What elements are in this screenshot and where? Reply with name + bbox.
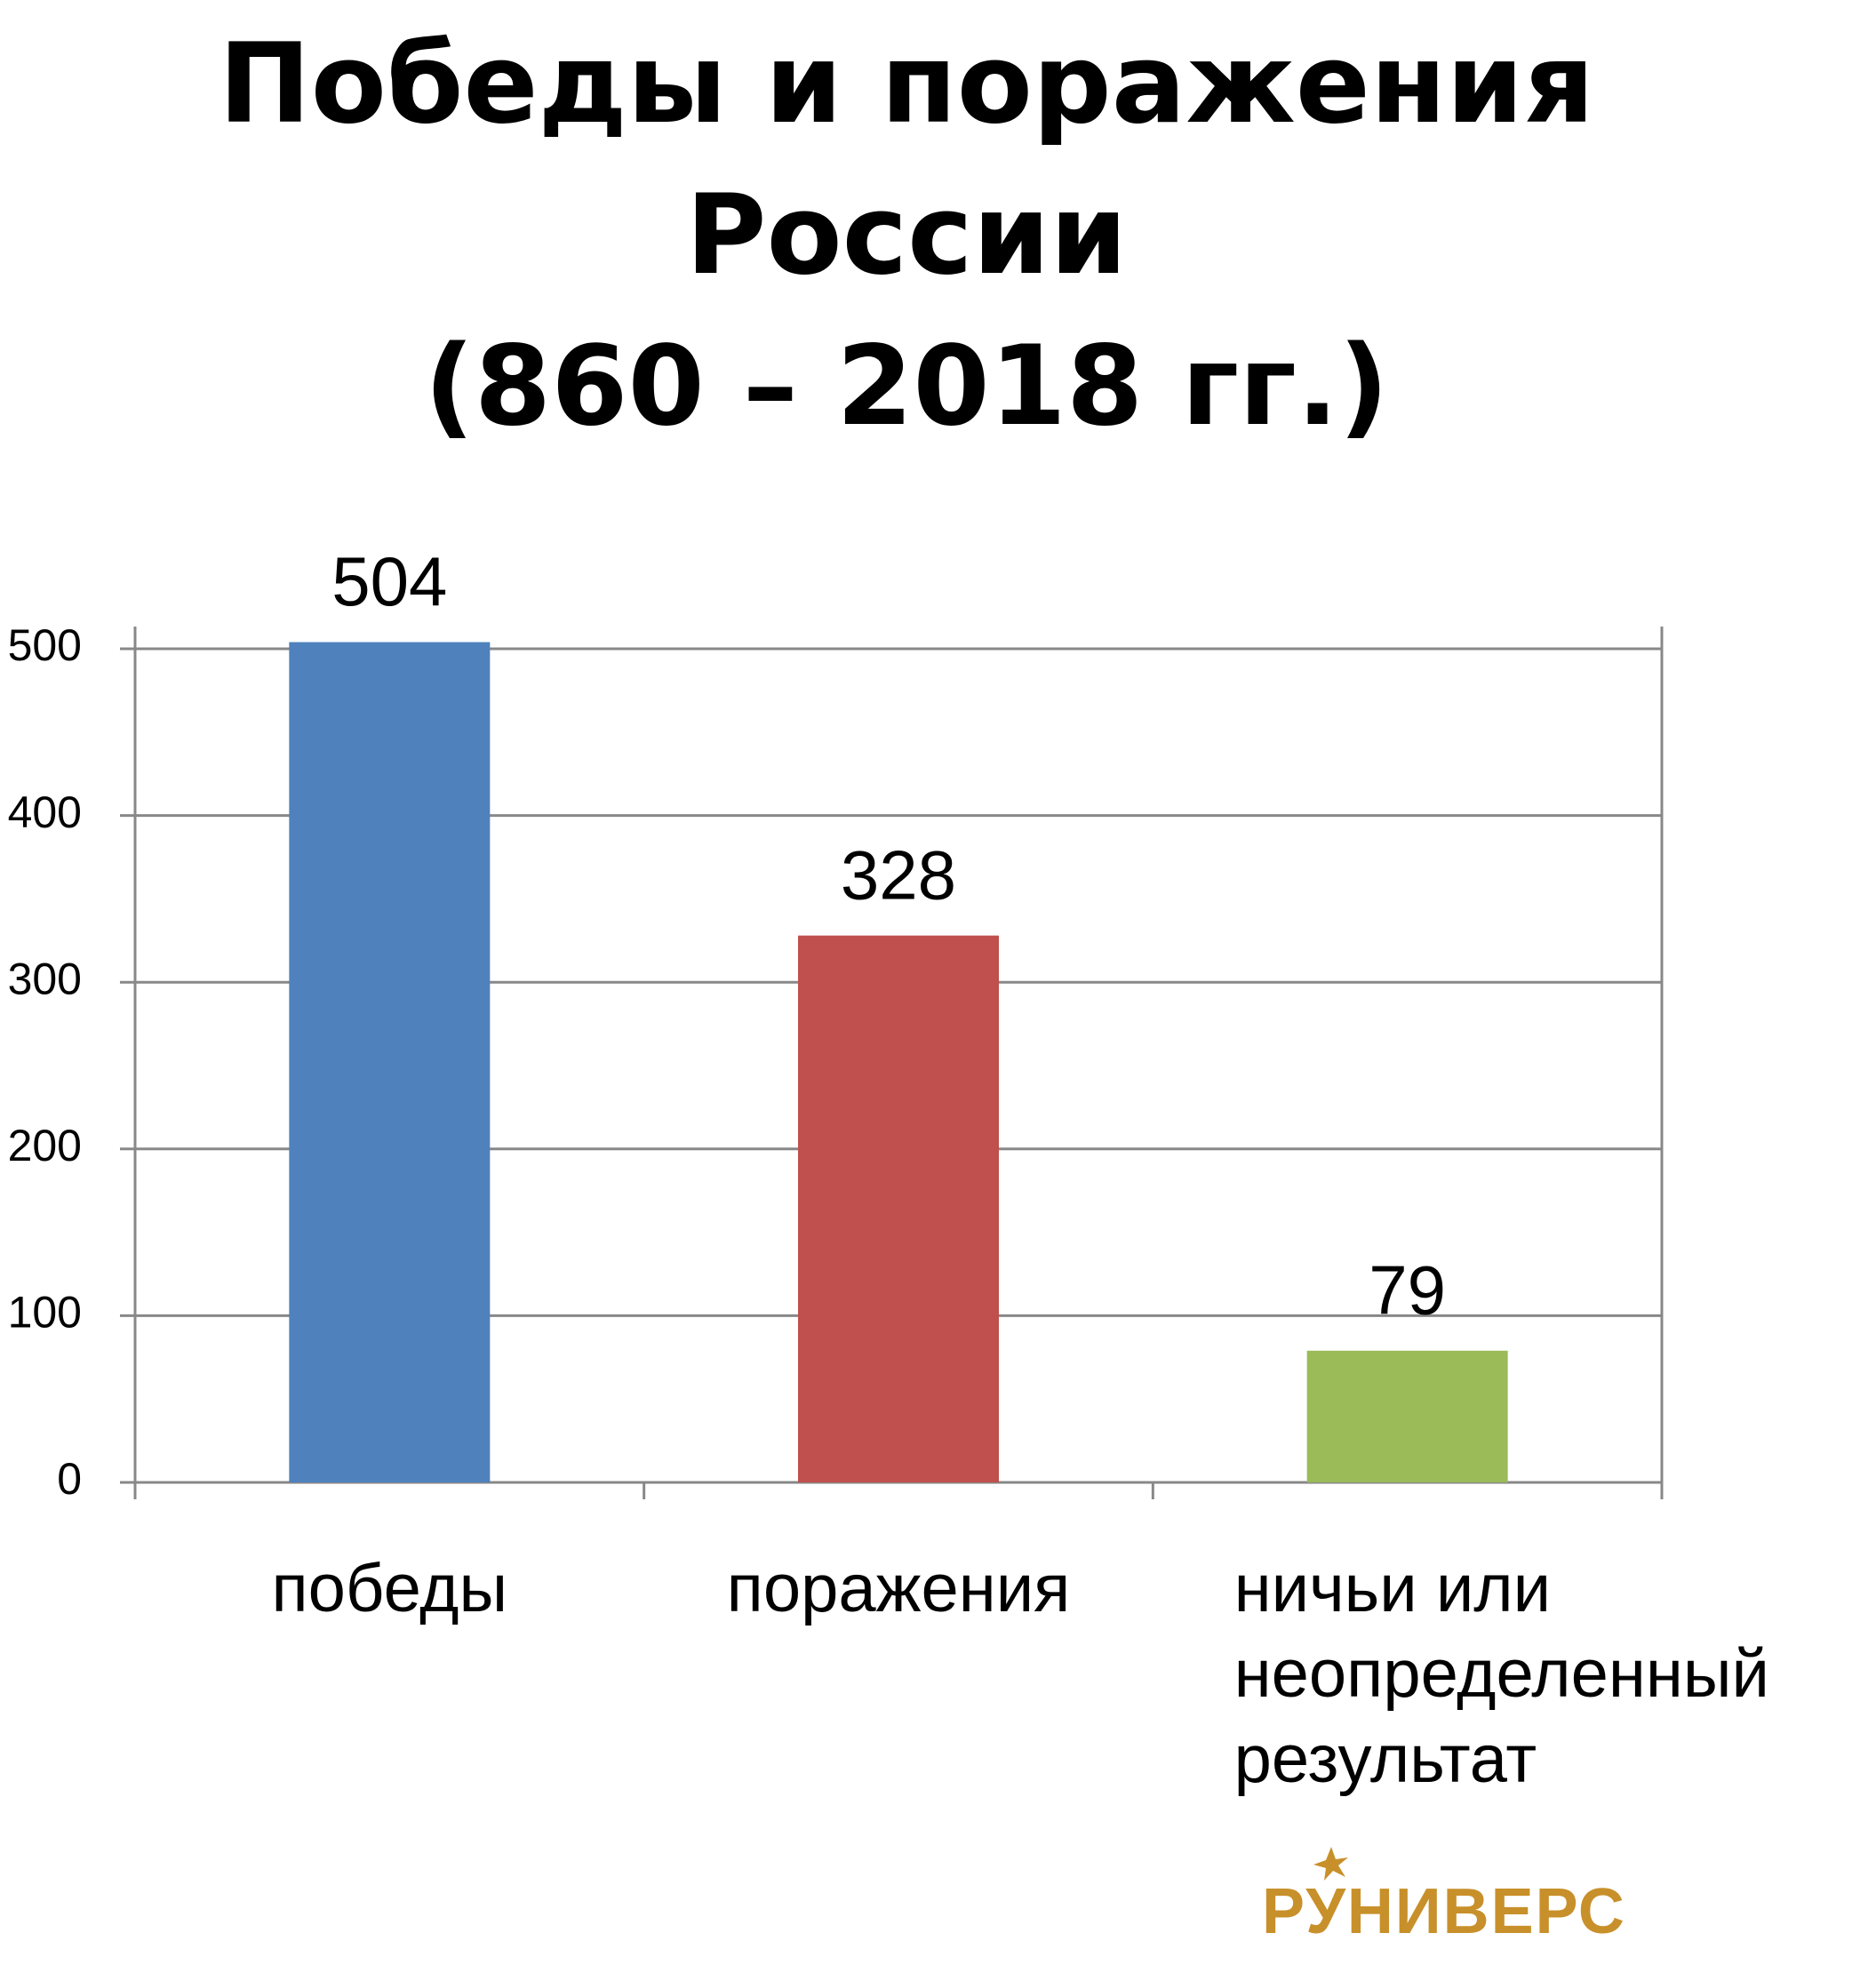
bar [289, 642, 491, 1482]
value-label: 504 [331, 542, 447, 620]
x-tick-label: поражения [726, 1551, 1071, 1626]
y-tick-label: 0 [57, 1454, 82, 1504]
bar [1306, 1350, 1508, 1482]
chart-title: Победы и поражения России (860 – 2018 гг… [218, 20, 1595, 451]
value-label: 79 [1369, 1250, 1446, 1329]
logo: РУНИВЕРС [1262, 1876, 1626, 1947]
y-tick-label: 100 [8, 1288, 82, 1338]
x-tick-label: ничьи или неопределенный результат [1233, 1551, 1769, 1797]
y-tick-label: 500 [8, 620, 82, 670]
logo-star [1313, 1847, 1348, 1881]
x-tick-label: победы [271, 1551, 508, 1626]
bar [798, 935, 999, 1482]
value-label: 328 [841, 835, 956, 914]
y-tick-label: 400 [8, 787, 82, 837]
y-tick-label: 300 [8, 954, 82, 1003]
y-tick-label: 200 [8, 1121, 82, 1170]
